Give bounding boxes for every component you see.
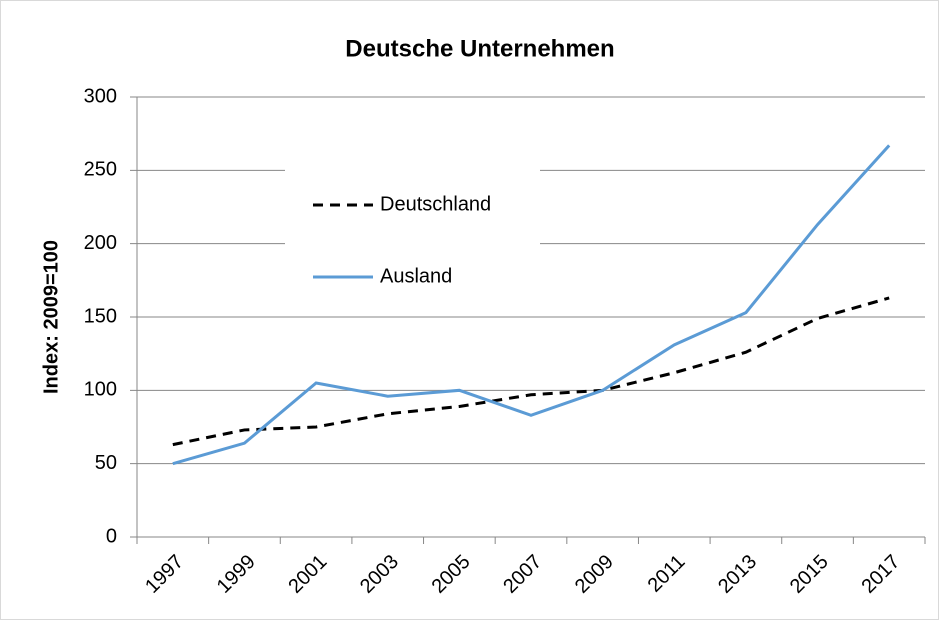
y-tick-label: 250 bbox=[84, 159, 117, 181]
y-tick-label: 50 bbox=[95, 452, 117, 474]
y-tick-label: 100 bbox=[84, 379, 117, 401]
y-tick-label: 300 bbox=[84, 85, 117, 107]
legend-label: Ausland bbox=[380, 265, 452, 287]
line-series bbox=[172, 296, 890, 447]
line-series bbox=[172, 144, 891, 466]
chart-title: Deutsche Unternehmen bbox=[345, 35, 614, 62]
y-tick-label: 0 bbox=[106, 525, 117, 547]
legend-box bbox=[285, 160, 540, 295]
y-axis-label: Index: 2009=100 bbox=[40, 240, 62, 394]
y-tick-label: 200 bbox=[84, 232, 117, 254]
legend-label: Deutschland bbox=[380, 193, 491, 215]
y-tick-label: 150 bbox=[84, 305, 117, 327]
